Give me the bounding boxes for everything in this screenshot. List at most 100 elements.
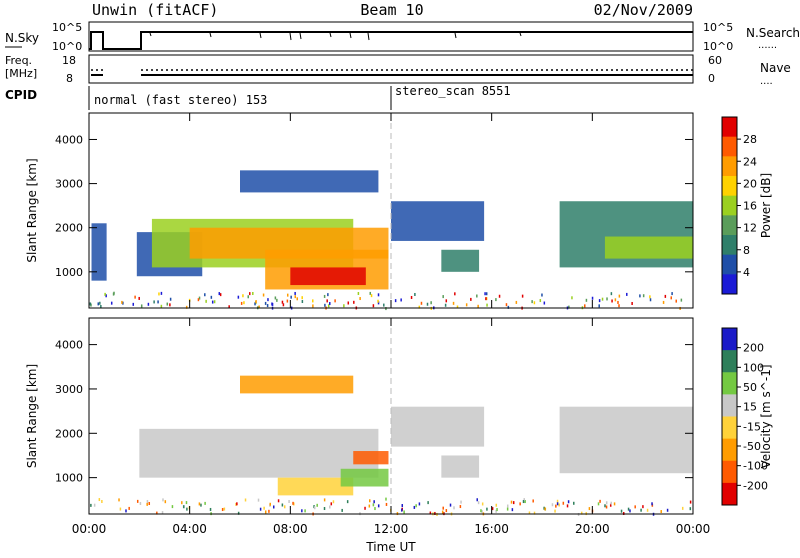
scatter-speckle	[571, 296, 573, 300]
scatter-speckle	[491, 507, 494, 511]
data-region-0	[91, 223, 107, 281]
scatter-speckle	[327, 293, 329, 297]
scatter-speckle	[427, 501, 429, 505]
scatter-speckle	[618, 304, 620, 308]
data-region-10	[604, 236, 693, 259]
scatter-speckle	[617, 300, 619, 304]
scatter-speckle	[364, 506, 366, 510]
data-region-6	[290, 267, 366, 286]
scatter-speckle	[243, 301, 245, 305]
scatter-speckle	[219, 293, 222, 297]
scatter-speckle	[543, 506, 545, 510]
colorbar-frame	[721, 327, 738, 506]
nsearch-tick-bottom: 10^0	[703, 40, 733, 53]
scatter-speckle	[369, 291, 372, 295]
scatter-speckle	[228, 305, 230, 309]
scatter-speckle	[664, 294, 667, 298]
y-axis-label: Slant Range [km]	[25, 364, 39, 468]
scatter-speckle	[631, 301, 633, 305]
scatter-speckle	[485, 292, 488, 296]
scatter-speckle	[418, 502, 421, 506]
scatter-speckle	[134, 295, 136, 299]
beam-title: Beam 10	[360, 1, 423, 19]
scatter-speckle	[99, 301, 101, 305]
scatter-speckle	[213, 300, 216, 304]
scatter-speckle	[147, 302, 150, 306]
scatter-speckle	[370, 294, 373, 298]
scatter-speckle	[330, 502, 333, 506]
colorbar-label: Power [dB]	[759, 173, 773, 238]
colorbar-tick-label: 24	[743, 155, 757, 168]
x-tick-label: 00:00	[72, 522, 107, 536]
scatter-speckle	[104, 292, 106, 296]
scatter-speckle	[453, 506, 455, 510]
scatter-speckle	[247, 295, 249, 299]
freq-tick-bottom: 8	[66, 72, 73, 85]
scatter-speckle	[394, 299, 397, 303]
colorbar-tick-label: 200	[743, 342, 764, 355]
scatter-speckle	[610, 501, 612, 505]
scatter-speckle	[301, 300, 304, 304]
scatter-speckle	[347, 301, 350, 305]
scatter-speckle	[377, 299, 379, 303]
scatter-speckle	[566, 504, 569, 508]
scatter-speckle	[477, 501, 480, 505]
nave-tick-bottom: 0	[708, 72, 715, 85]
scatter-speckle	[263, 506, 265, 510]
nsearch-dots: ......	[758, 40, 777, 51]
scatter-speckle	[140, 304, 143, 308]
scatter-speckle	[294, 295, 297, 299]
scatter-speckle	[523, 498, 525, 502]
colorbar-swatch	[722, 416, 737, 440]
scatter-speckle	[556, 499, 559, 503]
colorbar-swatch	[722, 482, 737, 506]
scatter-speckle	[101, 499, 103, 503]
scatter-speckle	[666, 508, 669, 512]
scatter-speckle	[160, 291, 163, 295]
data-region-1	[240, 375, 354, 394]
scatter-speckle	[264, 301, 267, 305]
scatter-speckle	[383, 303, 385, 307]
colorbar-tick-label: 12	[743, 222, 757, 235]
scatter-speckle	[604, 504, 606, 508]
scatter-speckle	[181, 501, 183, 505]
scatter-speckle	[675, 299, 677, 303]
colorbar-swatch	[722, 274, 737, 295]
scatter-speckle	[122, 301, 124, 305]
scatter-speckle	[519, 502, 521, 506]
scatter-speckle	[197, 298, 200, 302]
cpid-label: CPID	[5, 88, 37, 102]
scatter-speckle	[524, 500, 526, 504]
scatter-speckle	[334, 299, 336, 303]
scatter-speckle	[498, 294, 501, 298]
scatter-speckle	[449, 503, 452, 507]
scatter-speckle	[660, 510, 662, 514]
scatter-speckle	[209, 507, 212, 511]
date-title: 02/Nov/2009	[594, 1, 693, 19]
scatter-speckle	[157, 300, 159, 304]
scatter-speckle	[98, 498, 101, 502]
scatter-speckle	[312, 304, 314, 308]
scatter-speckle	[476, 294, 478, 298]
scatter-speckle	[459, 505, 462, 509]
scatter-speckle	[385, 497, 387, 501]
nsearch-tick-top: 10^5	[703, 21, 733, 34]
scatter-speckle	[267, 298, 269, 302]
colorbar-swatch	[722, 350, 737, 373]
x-tick-label: 16:00	[474, 522, 509, 536]
scatter-speckle	[372, 503, 375, 507]
scatter-speckle	[410, 295, 413, 299]
scatter-speckle	[292, 501, 294, 505]
scatter-speckle	[573, 501, 575, 505]
scatter-speckle	[286, 293, 289, 297]
scatter-speckle	[649, 298, 652, 302]
scatter-speckle	[521, 294, 524, 298]
scatter-speckle	[185, 305, 188, 309]
scatter-speckle	[255, 300, 257, 304]
scatter-speckle	[211, 300, 214, 304]
data-region-7	[391, 201, 485, 241]
scatter-speckle	[210, 295, 213, 299]
scatter-speckle	[323, 498, 326, 502]
scatter-speckle	[484, 292, 486, 296]
scatter-speckle	[477, 304, 479, 308]
